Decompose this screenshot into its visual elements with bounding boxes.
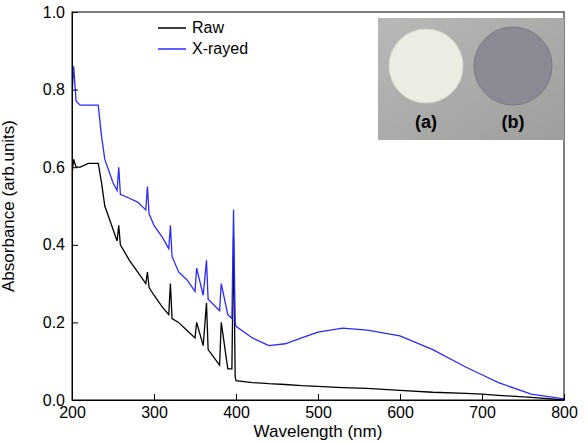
tick-label: 700: [469, 404, 496, 421]
tick-label: 0.4: [43, 236, 65, 253]
tick-label: 0.2: [43, 314, 65, 331]
tick: 800: [551, 394, 578, 421]
chart: 2003004005006007008000.00.20.40.60.81.0W…: [0, 0, 588, 444]
tick-mark: [72, 167, 78, 168]
tick: 400: [223, 394, 250, 421]
tick-label: 0.6: [43, 159, 65, 176]
raw-pellet: [389, 29, 463, 103]
tick-mark: [72, 90, 78, 91]
tick: 700: [469, 394, 496, 421]
tick-label: 0.8: [43, 81, 65, 98]
tick: 1.0: [43, 4, 78, 21]
legend-swatch: [158, 27, 186, 29]
legend-swatch: [158, 48, 186, 50]
tick-label: 400: [223, 404, 250, 421]
inset-label: (b): [502, 112, 525, 132]
tick-mark: [72, 12, 78, 13]
tick-mark: [72, 322, 78, 323]
tick: 0.2: [43, 314, 78, 331]
axis-line: [72, 13, 73, 401]
legend-label: Raw: [192, 19, 224, 36]
tick: 600: [387, 394, 414, 421]
tick-label: 0.0: [43, 392, 65, 409]
tick: 0.0: [43, 392, 78, 409]
xrayed-pellet: [474, 27, 552, 105]
tick-mark: [564, 394, 565, 400]
photo-background: [378, 18, 564, 140]
tick-mark: [482, 394, 483, 400]
tick-label: 500: [305, 404, 332, 421]
legend-entry: Raw: [158, 19, 224, 36]
tick-mark: [154, 394, 155, 400]
tick-mark: [318, 394, 319, 400]
legend: Raw X-rayed: [158, 19, 248, 57]
tick-label: 800: [551, 404, 578, 421]
inset-photo: (a) (b): [378, 18, 564, 140]
tick-label: 600: [387, 404, 414, 421]
legend-entry: X-rayed: [158, 40, 248, 57]
tick: 300: [141, 394, 168, 421]
tick-mark: [72, 245, 78, 246]
x-axis: 200300400500600700800: [59, 394, 578, 421]
tick-mark: [236, 394, 237, 400]
axis-line: [73, 400, 565, 401]
tick-mark: [72, 400, 78, 401]
tick-label: 1.0: [43, 4, 65, 21]
y-axis: 0.0 0.2 0.4 0.6 0.8 1.0: [43, 4, 78, 409]
x-axis-title: Wavelength (nm): [254, 422, 383, 441]
series-line: [72, 159, 564, 400]
tick: 0.6: [43, 159, 78, 176]
tick: 500: [305, 394, 332, 421]
plot-frame: [72, 12, 564, 400]
tick: 0.8: [43, 81, 78, 98]
y-axis-title: Absorbance (arb.units): [0, 120, 18, 292]
inset-label: (a): [415, 112, 437, 132]
tick: 0.4: [43, 236, 78, 253]
legend-label: X-rayed: [192, 40, 248, 57]
tick-mark: [400, 394, 401, 400]
tick-label: 300: [141, 404, 168, 421]
